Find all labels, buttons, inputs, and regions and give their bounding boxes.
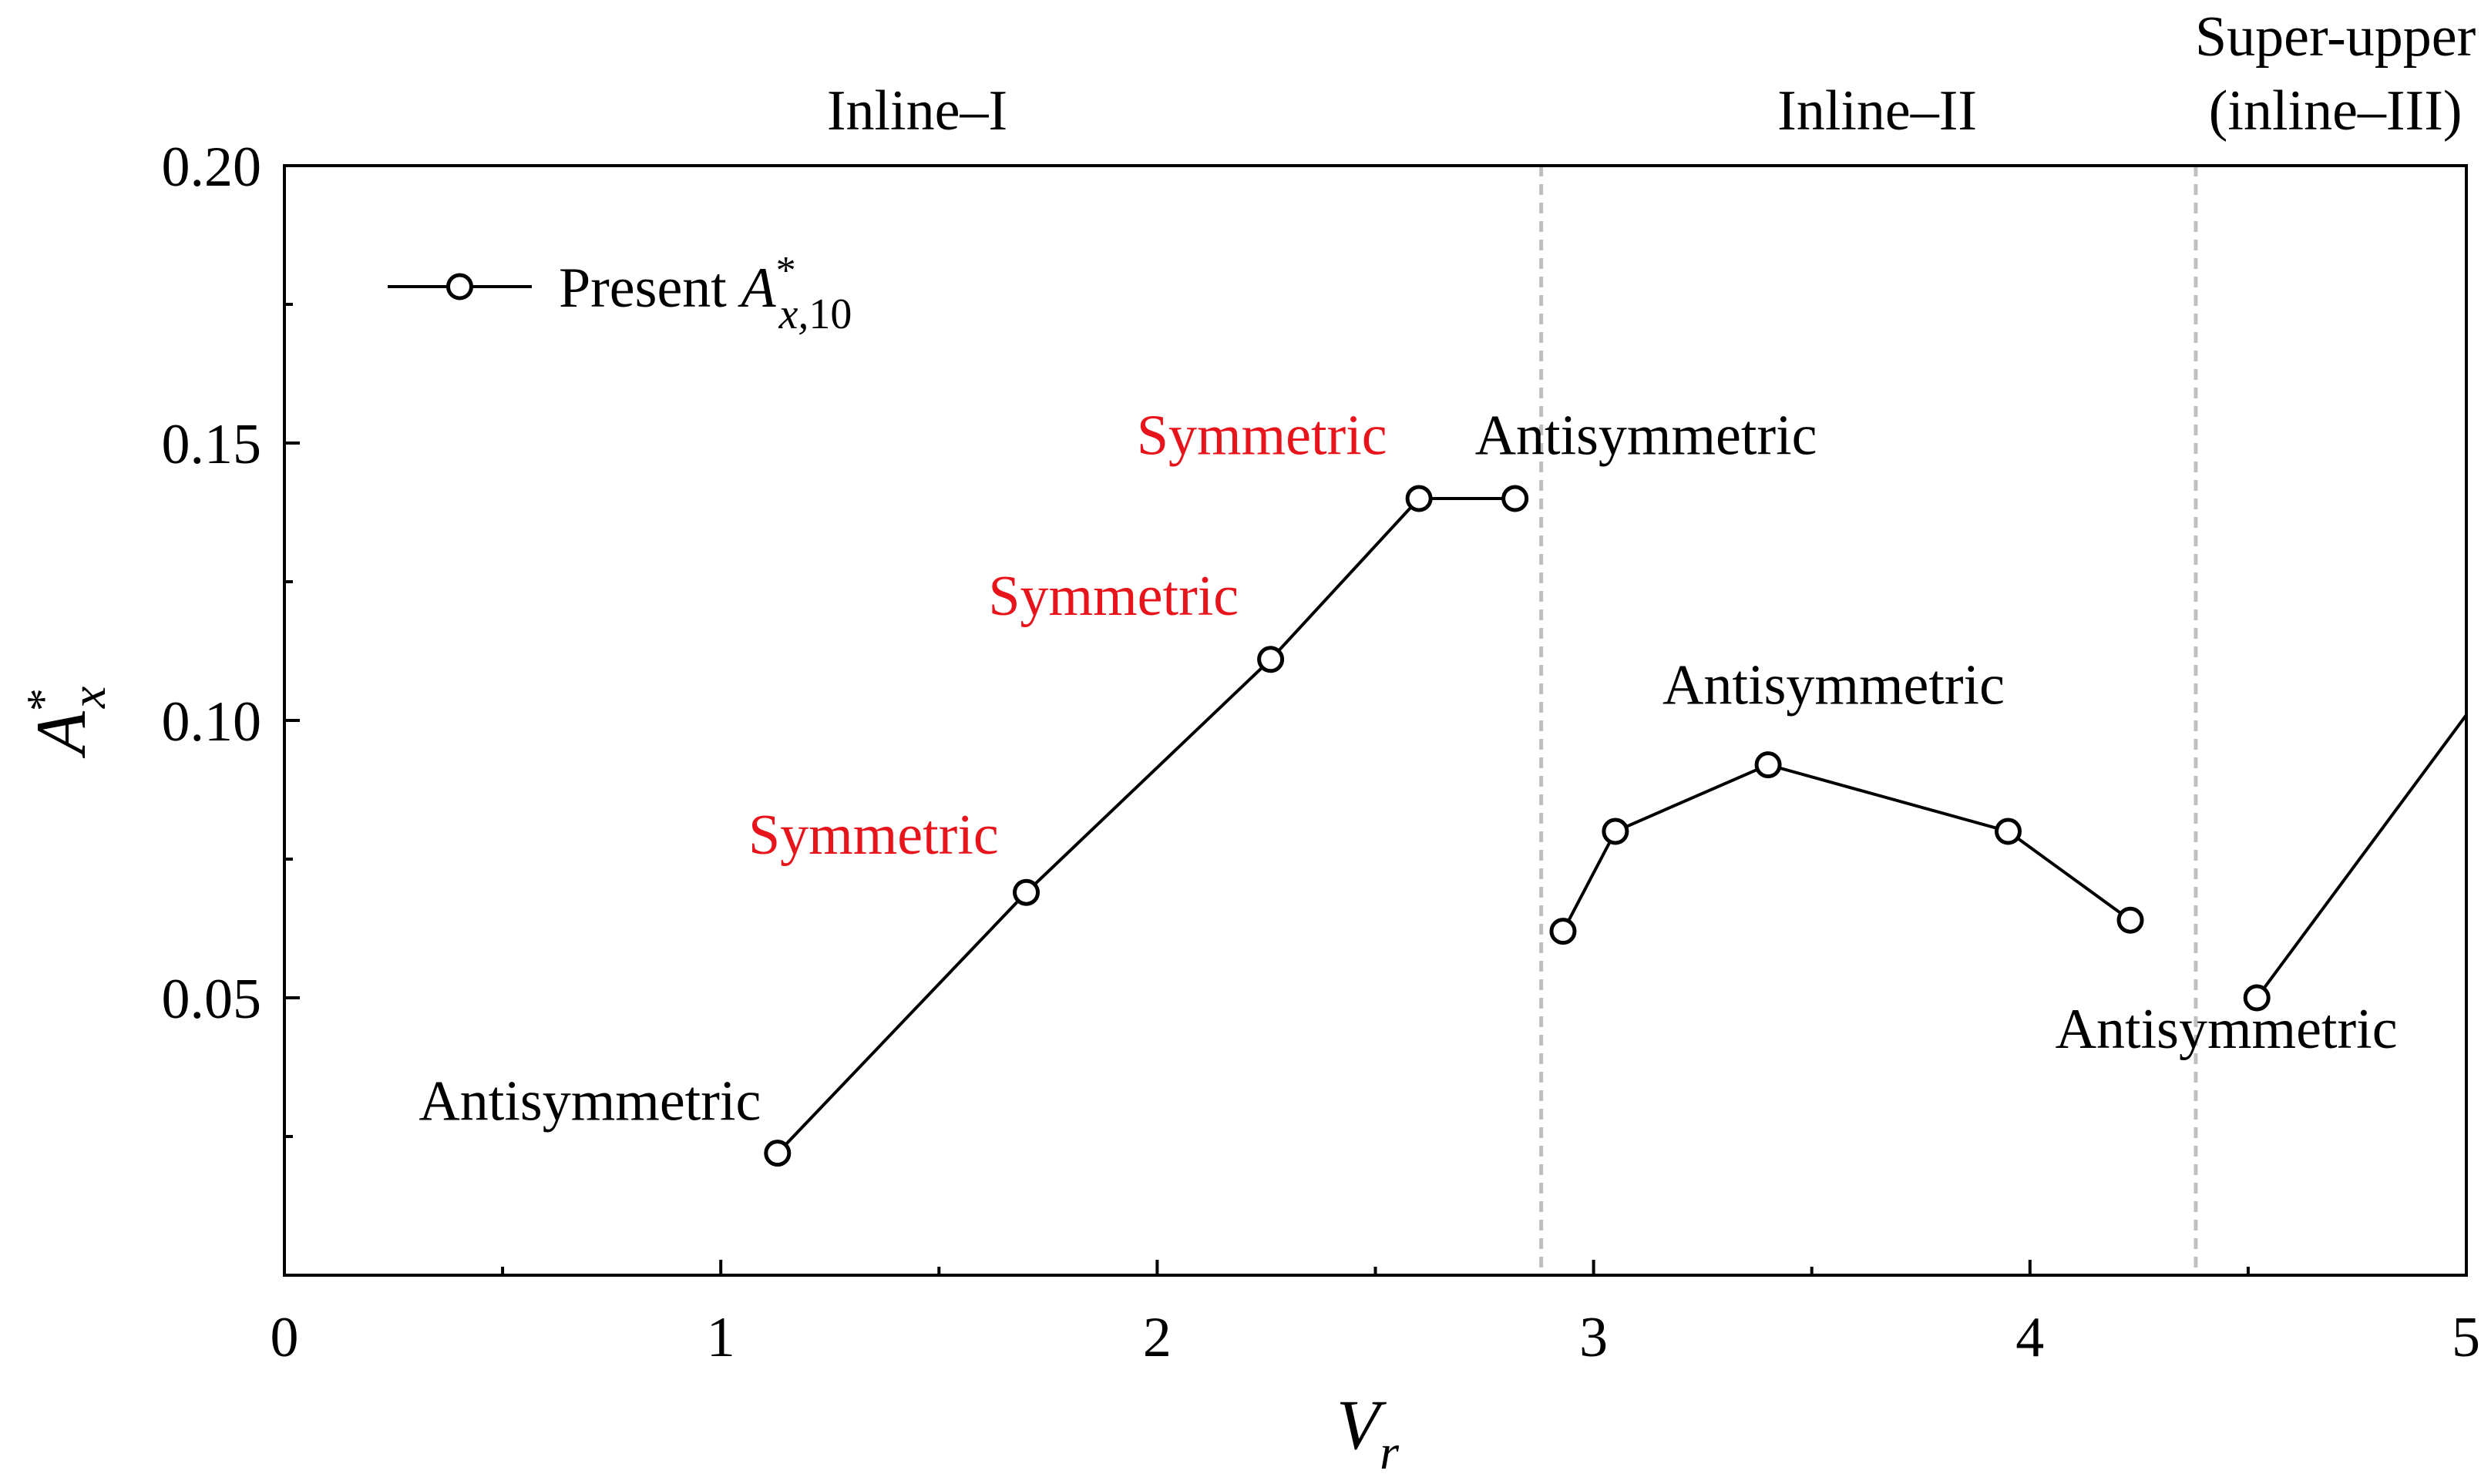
data-point bbox=[1501, 485, 1529, 512]
region-label: Inline–I bbox=[827, 79, 1007, 143]
legend-marker bbox=[446, 273, 473, 300]
data-point bbox=[1754, 751, 1782, 779]
legend: Present A* x,10 bbox=[388, 249, 852, 338]
series-line bbox=[2255, 713, 2468, 999]
x-tick-label: 2 bbox=[1143, 1306, 1172, 1369]
data-point bbox=[2116, 906, 2144, 934]
data-series bbox=[764, 485, 2468, 1167]
y-tick-label: 0.15 bbox=[162, 413, 262, 476]
y-tick-label: 0.10 bbox=[162, 690, 262, 754]
region-boundaries: Inline–I Inline–II Super-upper (inline–III) bbox=[827, 5, 2476, 1275]
data-point bbox=[1405, 485, 1433, 512]
y-tick-label: 0.20 bbox=[162, 136, 262, 199]
x-tick-label: 0 bbox=[271, 1306, 299, 1369]
data-point bbox=[764, 1140, 792, 1167]
data-point bbox=[1257, 646, 1285, 673]
data-point bbox=[1602, 818, 1629, 845]
region-label: (inline–III) bbox=[2209, 79, 2463, 143]
data-point bbox=[2243, 984, 2271, 1012]
x-tick-label: 5 bbox=[2452, 1306, 2480, 1369]
annotation-label: Antisymmetric bbox=[419, 1069, 761, 1133]
annotation-label: Symmetric bbox=[1137, 404, 1387, 467]
annotation-label: Antisymmetric bbox=[2056, 998, 2398, 1061]
data-point bbox=[1994, 818, 2022, 845]
y-tick-label: 0.05 bbox=[162, 968, 262, 1031]
region-label: Inline–II bbox=[1777, 79, 1977, 143]
x-tick-label: 3 bbox=[1579, 1306, 1608, 1369]
annotation-label: Antisymmetric bbox=[1475, 404, 1817, 467]
series-line bbox=[1562, 763, 2132, 932]
axis-titles: Vr A*x bbox=[18, 687, 1400, 1479]
axis-ticks: 0 1 2 3 4 5 0.05 0.10 0.15 0.20 bbox=[162, 136, 2481, 1369]
x-tick-label: 1 bbox=[707, 1306, 735, 1369]
legend-label: Present A* x,10 bbox=[559, 249, 852, 338]
annotations: Antisymmetric Symmetric Symmetric Symmetric… bbox=[419, 404, 2397, 1133]
annotation-label: Antisymmetric bbox=[1662, 653, 2005, 717]
region-label: Super-upper bbox=[2195, 5, 2476, 69]
annotation-label: Symmetric bbox=[748, 804, 999, 867]
x-tick-label: 4 bbox=[2015, 1306, 2044, 1369]
x-axis-title: Vr bbox=[1336, 1385, 1400, 1479]
annotation-label: Symmetric bbox=[988, 565, 1239, 628]
data-point bbox=[1013, 878, 1040, 906]
y-axis-title: A*x bbox=[18, 687, 116, 760]
data-point bbox=[1549, 918, 1577, 945]
